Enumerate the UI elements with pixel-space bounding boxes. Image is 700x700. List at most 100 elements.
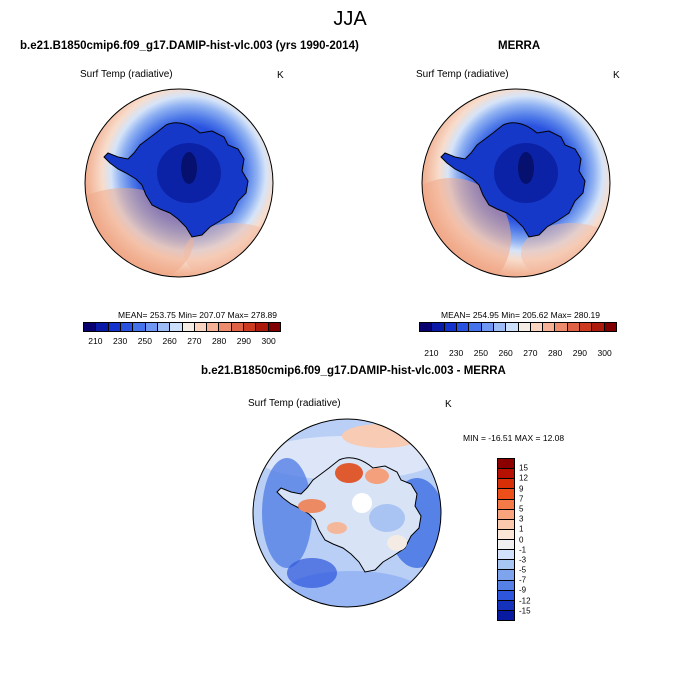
colorbar-swatch [580,323,593,331]
panel-2-title: MERRA [498,40,541,52]
colorbar-swatch [481,323,494,331]
colorbar-swatch [498,469,514,480]
colorbar-swatch [469,323,482,331]
panel-1-variable-label: Surf Temp (radiative) [80,69,173,80]
colorbar-tick-label: 260 [162,336,177,346]
colorbar-tick-label: 280 [548,348,563,358]
colorbar-tick-label: 270 [523,348,538,358]
figure-title: JJA [333,8,367,30]
colorbar-swatch [493,323,507,331]
panel-2-colorbar [419,322,617,332]
panel-3-units-label: K [445,399,452,410]
colorbar-tick-label: 290 [236,336,251,346]
colorbar-swatch [182,323,195,331]
panel-1-polar-map [84,88,274,278]
colorbar-swatch [194,323,208,331]
colorbar-swatch [84,323,97,331]
colorbar-swatch [498,550,514,561]
panel-3-title: b.e21.B1850cmip6.f09_g17.DAMIP-hist-vlc.… [201,365,506,377]
colorbar-swatch [207,323,220,331]
panel-2-polar-map [421,88,611,278]
colorbar-swatch [444,323,457,331]
colorbar-swatch [592,323,605,331]
panel-1-title: b.e21.B1850cmip6.f09_g17.DAMIP-hist-vlc.… [20,40,359,52]
colorbar-swatch [498,529,514,540]
colorbar-swatch [555,323,568,331]
colorbar-tick-label: -12 [519,596,531,606]
colorbar-swatch [567,323,581,331]
colorbar-swatch [530,323,544,331]
colorbar-tick-label: 9 [519,484,524,494]
colorbar-swatch [432,323,445,331]
colorbar-tick-label: 230 [449,348,464,358]
panel-3-variable-label: Surf Temp (radiative) [248,398,341,409]
panel-2-variable-label: Surf Temp (radiative) [416,69,509,80]
colorbar-tick-label: -3 [519,555,527,565]
colorbar-swatch [244,323,257,331]
colorbar-tick-label: 260 [498,348,513,358]
colorbar-swatch [256,323,269,331]
colorbar-swatch [456,323,470,331]
colorbar-tick-label: 7 [519,494,524,504]
colorbar-swatch [145,323,158,331]
colorbar-swatch [498,560,514,571]
panel-1-colorbar [83,322,281,332]
colorbar-swatch [498,610,514,620]
colorbar-swatch [96,323,109,331]
panel-1-colorbar-ticks: 210 230 250 260 270 280 290 300 [83,336,281,348]
colorbar-swatch [498,479,514,490]
colorbar-swatch [498,499,514,510]
colorbar-tick-label: -5 [519,565,527,575]
colorbar-tick-label: -9 [519,585,527,595]
colorbar-swatch [231,323,245,331]
colorbar-swatch [518,323,531,331]
colorbar-swatch [498,590,514,601]
colorbar-swatch [506,323,519,331]
colorbar-tick-label: 12 [519,473,528,483]
colorbar-tick-label: 1 [519,524,524,534]
colorbar-tick-label: 15 [519,463,528,473]
colorbar-tick-label: 270 [187,336,202,346]
panel-2-units-label: K [613,70,620,81]
panel-2-colorbar-ticks: 210 230 250 260 270 280 290 300 [419,348,617,360]
panel-1-stats: MEAN= 253.75 Min= 207.07 Max= 278.89 [118,310,278,320]
colorbar-swatch [268,323,280,331]
colorbar-swatch [170,323,183,331]
colorbar-swatch [133,323,146,331]
panel-3-colorbar-ticks: 15 12 9 7 5 3 1 0 -1 -3 -5 -7 -9 -12 -15 [519,458,549,621]
colorbar-swatch [219,323,232,331]
colorbar-swatch [498,509,514,520]
colorbar-swatch [108,323,121,331]
colorbar-tick-label: 290 [572,348,587,358]
colorbar-tick-label: -1 [519,545,527,555]
colorbar-swatch [498,540,514,551]
colorbar-tick-label: 250 [137,336,152,346]
panel-3-difference-map [252,418,442,608]
panel-2-stats: MEAN= 254.95 Min= 205.62 Max= 280.19 [441,310,601,320]
colorbar-swatch [420,323,433,331]
colorbar-swatch [157,323,171,331]
colorbar-tick-label: 250 [473,348,488,358]
colorbar-tick-label: -7 [519,575,527,585]
colorbar-swatch [498,570,514,581]
colorbar-tick-label: 3 [519,514,524,524]
colorbar-tick-label: 230 [113,336,128,346]
panel-3-stats: MIN = -16.51 MAX = 12.08 [463,433,565,443]
colorbar-tick-label: 210 [88,336,103,346]
colorbar-swatch [498,580,514,591]
colorbar-swatch [604,323,616,331]
colorbar-tick-label: 280 [212,336,227,346]
colorbar-swatch [498,600,514,611]
colorbar-tick-label: 5 [519,504,524,514]
colorbar-swatch [498,459,514,470]
colorbar-tick-label: -15 [519,606,531,616]
colorbar-swatch [120,323,134,331]
panel-1-units-label: K [277,70,284,81]
colorbar-swatch [498,489,514,500]
colorbar-tick-label: 300 [261,336,276,346]
colorbar-swatch [543,323,556,331]
colorbar-tick-label: 0 [519,535,524,544]
colorbar-tick-label: 210 [424,348,439,358]
panel-3-colorbar [497,458,515,621]
colorbar-tick-label: 300 [597,348,612,358]
